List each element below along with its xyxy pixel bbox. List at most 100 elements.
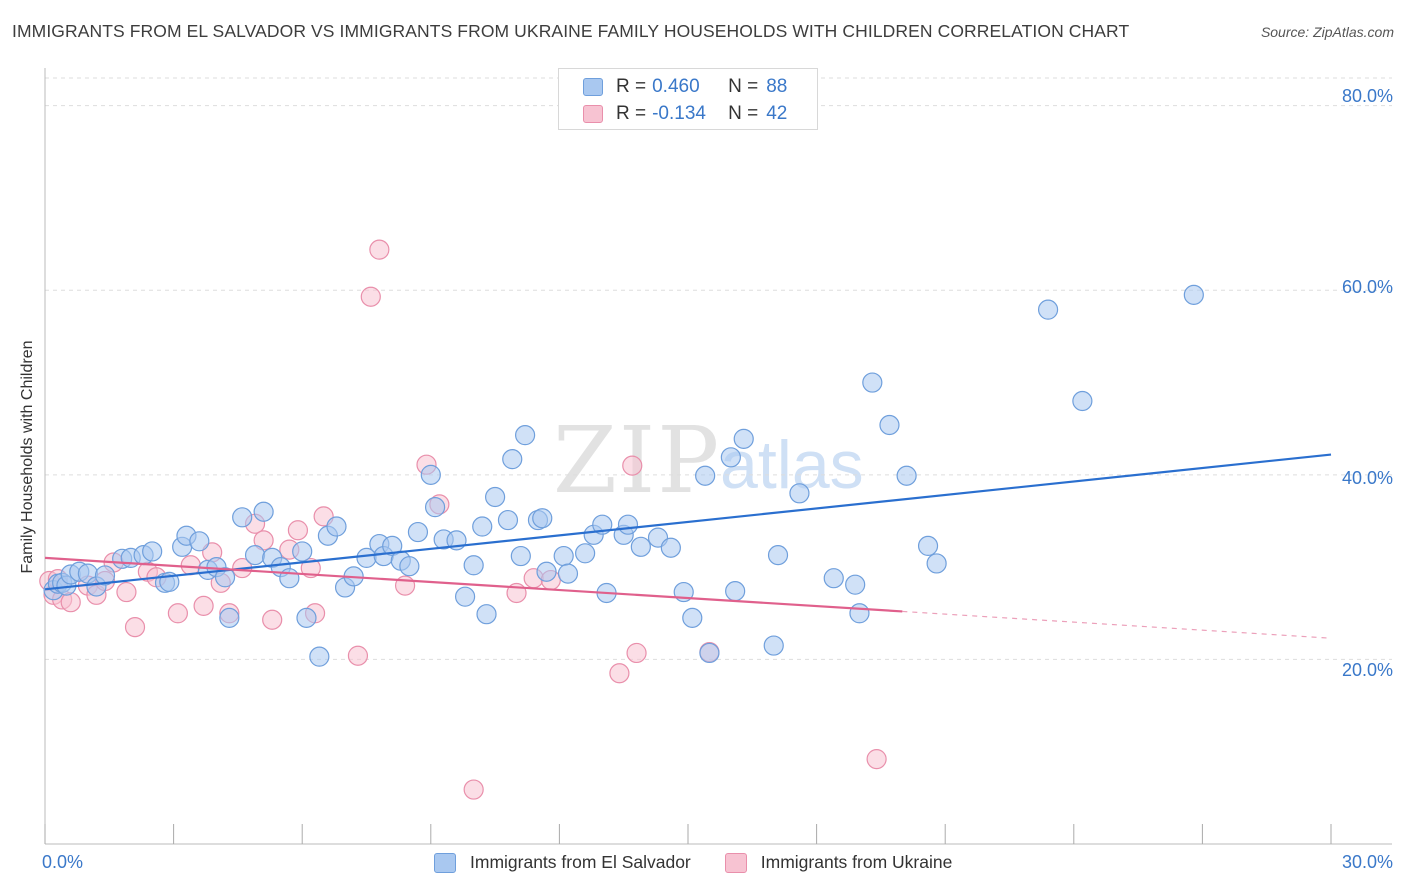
series-legend: Immigrants from El Salvador Immigrants f… bbox=[434, 852, 986, 873]
ukraine-point bbox=[463, 779, 484, 800]
el-salvador-point bbox=[682, 607, 703, 628]
el-salvador-point bbox=[476, 604, 497, 625]
el-salvador-point bbox=[557, 563, 579, 584]
el-salvador-point bbox=[763, 635, 784, 656]
source-credit: Source: ZipAtlas.com bbox=[1260, 24, 1394, 40]
y-tick-label: 80.0% bbox=[1341, 86, 1393, 106]
y-tick-label: 20.0% bbox=[1341, 660, 1393, 680]
ukraine-point bbox=[116, 581, 137, 603]
el-salvador-point bbox=[695, 465, 716, 486]
watermark: ZIP atlas bbox=[553, 407, 864, 514]
el-salvador-point bbox=[502, 449, 523, 470]
series-legend-label: Immigrants from El Salvador bbox=[470, 852, 691, 872]
el-salvador-point bbox=[515, 425, 536, 446]
legend-row-el-salvador: R = 0.460 N = 88 bbox=[583, 75, 787, 99]
el-salvador-point bbox=[326, 516, 347, 537]
el-salvador-point bbox=[472, 516, 493, 537]
el-salvador-point bbox=[617, 514, 639, 535]
series-swatch-blue bbox=[434, 852, 456, 873]
y-tick-label: 40.0% bbox=[1341, 468, 1393, 488]
el-salvador-point bbox=[926, 553, 947, 574]
el-salvador-point bbox=[292, 541, 313, 562]
legend-n-value: 42 bbox=[766, 103, 788, 124]
ukraine-point bbox=[622, 455, 643, 476]
el-salvador-point bbox=[896, 465, 917, 486]
el-salvador-point bbox=[309, 646, 330, 667]
ukraine-trend-line bbox=[44, 556, 903, 613]
el-salvador-point bbox=[296, 607, 317, 628]
el-salvador-point bbox=[849, 603, 870, 624]
el-salvador-point bbox=[142, 541, 163, 562]
series-legend-item: Immigrants from Ukraine bbox=[724, 852, 953, 873]
el-salvador-point bbox=[463, 555, 484, 576]
correlation-legend: R = 0.460 N = 88 R = -0.134 N = 42 bbox=[558, 68, 818, 130]
ukraine-point bbox=[167, 603, 188, 624]
ukraine-point bbox=[60, 592, 81, 613]
el-salvador-point bbox=[699, 642, 720, 664]
el-salvador-point bbox=[407, 521, 429, 543]
legend-r-label: R = bbox=[616, 76, 647, 97]
ukraine-point bbox=[369, 239, 390, 260]
ukraine-point bbox=[626, 642, 647, 664]
el-salvador-point bbox=[630, 536, 651, 557]
el-salvador-point bbox=[232, 507, 253, 528]
el-salvador-point bbox=[536, 561, 557, 582]
ukraine-point bbox=[609, 663, 630, 684]
el-salvador-point bbox=[917, 535, 939, 557]
el-salvador-point bbox=[94, 565, 116, 586]
el-salvador-points bbox=[43, 284, 1204, 667]
el-salvador-point bbox=[767, 545, 789, 566]
series-legend-item: Immigrants from El Salvador bbox=[434, 852, 691, 873]
el-salvador-point bbox=[660, 537, 681, 558]
el-salvador-point bbox=[1037, 299, 1059, 320]
el-salvador-point bbox=[845, 574, 866, 595]
ukraine-point bbox=[300, 557, 321, 579]
x-tick-label: 30.0% bbox=[1341, 852, 1393, 872]
axes bbox=[44, 68, 1392, 845]
series-legend-label: Immigrants from Ukraine bbox=[760, 852, 953, 872]
el-salvador-point bbox=[420, 464, 441, 485]
series-swatch-pink bbox=[724, 852, 747, 873]
el-salvador-point bbox=[725, 581, 746, 602]
legend-r-value: 0.460 bbox=[652, 76, 700, 97]
el-salvador-point bbox=[189, 531, 210, 552]
el-salvador-point bbox=[214, 567, 236, 588]
legend-swatch-blue bbox=[583, 78, 603, 96]
el-salvador-point bbox=[244, 545, 266, 566]
el-salvador-point bbox=[510, 545, 531, 567]
el-salvador-point bbox=[485, 486, 506, 508]
el-salvador-point bbox=[454, 586, 476, 607]
el-salvador-point bbox=[219, 607, 240, 628]
trend-lines bbox=[44, 453, 1332, 639]
y-axis-label: Family Households with Children bbox=[19, 340, 36, 574]
el-salvador-point bbox=[553, 545, 574, 567]
el-salvador-point bbox=[1072, 390, 1093, 412]
y-tick-label: 60.0% bbox=[1341, 277, 1393, 297]
legend-row-ukraine: R = -0.134 N = 42 bbox=[583, 102, 787, 126]
ukraine-trend-line-extension bbox=[902, 610, 1332, 639]
ukraine-point bbox=[180, 555, 201, 576]
el-salvador-point bbox=[862, 372, 883, 393]
ukraine-point bbox=[124, 617, 146, 638]
el-salvador-point bbox=[1183, 284, 1204, 305]
ukraine-point bbox=[866, 748, 887, 770]
el-salvador-point bbox=[823, 568, 844, 589]
ukraine-point bbox=[193, 595, 214, 616]
legend-r-value: -0.134 bbox=[652, 103, 706, 124]
el-salvador-point bbox=[789, 483, 810, 504]
ukraine-point bbox=[360, 286, 381, 307]
chart-title: IMMIGRANTS FROM EL SALVADOR VS IMMIGRANT… bbox=[12, 21, 1130, 41]
legend-n-label: N = bbox=[728, 103, 759, 124]
legend-swatch-pink bbox=[583, 105, 603, 123]
el-salvador-point bbox=[733, 428, 754, 449]
el-salvador-point bbox=[497, 509, 519, 531]
el-salvador-point bbox=[279, 568, 300, 589]
el-salvador-point bbox=[253, 501, 274, 522]
el-salvador-point bbox=[424, 497, 446, 518]
el-salvador-point bbox=[399, 556, 420, 577]
legend-n-label: N = bbox=[728, 76, 759, 97]
ukraine-point bbox=[347, 645, 369, 666]
ukraine-point bbox=[262, 609, 283, 630]
el-salvador-point bbox=[720, 447, 741, 468]
